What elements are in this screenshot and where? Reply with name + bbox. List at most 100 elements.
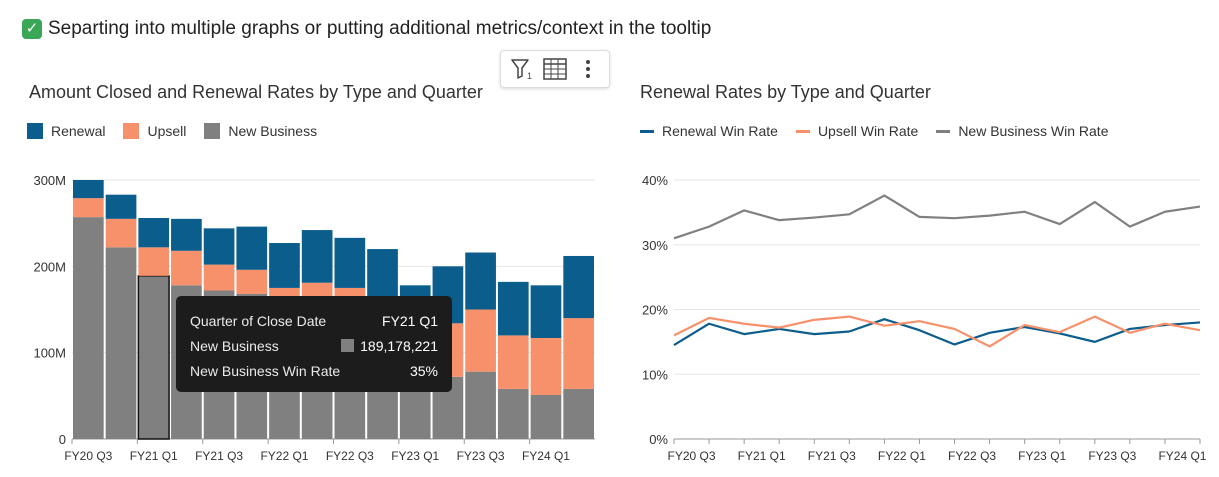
bar-upsell [236, 269, 268, 294]
bar-new-business [465, 371, 496, 439]
bar-upsell [105, 218, 137, 248]
y-tick-label: 100M [33, 346, 66, 361]
bar-upsell [530, 337, 562, 395]
checkmark-icon: ✓ [22, 19, 42, 39]
x-tick-label: FY22 Q3 [948, 449, 996, 463]
x-tick-label: FY21 Q1 [738, 449, 786, 463]
bar-new-business [563, 388, 594, 439]
bar-renewal [73, 180, 104, 199]
x-tick-label: FY24 Q1 [522, 449, 570, 463]
bar-renewal [334, 237, 366, 288]
legend-item-new-business[interactable]: New Business [204, 123, 317, 139]
line-chart-legend: Renewal Win Rate Upsell Win Rate New Bus… [640, 123, 1108, 139]
chart-toolbar: 1 [500, 50, 610, 88]
legend-label: New Business [228, 123, 318, 139]
legend-swatch-new-business [204, 123, 221, 139]
tooltip-label: New Business [190, 337, 279, 354]
bar-upsell [563, 318, 594, 389]
x-tick-label: FY23 Q1 [391, 449, 439, 463]
bar-renewal [105, 194, 137, 219]
x-tick-label: FY21 Q1 [130, 449, 178, 463]
x-tick-label: FY20 Q3 [64, 449, 112, 463]
bar-new-business [530, 394, 562, 439]
bar-new-business [497, 388, 529, 439]
y-tick-label: 200M [33, 259, 66, 274]
bar-chart-title: Amount Closed and Renewal Rates by Type … [29, 82, 483, 102]
legend-item-new-business-win-rate[interactable]: New Business Win Rate [936, 123, 1108, 139]
legend-item-renewal[interactable]: Renewal [27, 123, 105, 139]
tooltip-swatch [341, 339, 355, 352]
bar-renewal [269, 243, 300, 288]
more-options-button[interactable] [574, 55, 602, 83]
bar-chart-legend: Renewal Upsell New Business [27, 123, 317, 139]
x-tick-label: FY22 Q1 [260, 449, 308, 463]
headline: ✓ Separting into multiple graphs or putt… [22, 18, 711, 40]
legend-item-upsell[interactable]: Upsell [123, 123, 186, 139]
x-tick-label: FY23 Q3 [457, 449, 505, 463]
y-tick-label: 20% [642, 303, 668, 318]
x-tick-label: FY21 Q3 [195, 449, 243, 463]
y-tick-label: 30% [642, 238, 668, 253]
line-upsell-win-rate [673, 315, 1201, 348]
bar-upsell [138, 247, 170, 276]
filter-button[interactable]: 1 [508, 55, 536, 83]
tooltip: Quarter of Close Date FY21 Q1 New Busine… [176, 296, 452, 392]
filter-count: 1 [527, 71, 532, 81]
tooltip-label: New Business Win Rate [190, 362, 341, 379]
legend-item-upsell-win-rate[interactable]: Upsell Win Rate [795, 123, 919, 139]
x-tick-label: FY22 Q1 [878, 449, 926, 463]
legend-item-renewal-win-rate[interactable]: Renewal Win Rate [640, 123, 778, 139]
tooltip-row-win-rate: New Business Win Rate 35% [190, 358, 438, 383]
legend-label: Upsell Win Rate [817, 123, 919, 139]
tooltip-value: 35% [409, 362, 438, 379]
bar-upsell [301, 282, 333, 298]
bar-upsell [465, 309, 496, 372]
x-tick-label: FY20 Q3 [668, 449, 716, 463]
line-renewal-win-rate [673, 318, 1201, 347]
headline-text: Separting into multiple graphs or puttin… [48, 18, 712, 39]
y-tick-label: 0 [59, 432, 66, 447]
bar-renewal [465, 252, 496, 310]
bar-renewal [497, 281, 529, 336]
x-tick-label: FY21 Q3 [808, 449, 856, 463]
legend-swatch-renewal [27, 123, 43, 139]
bar-renewal [138, 217, 170, 248]
table-icon [543, 58, 567, 80]
bar-new-business [137, 275, 170, 440]
bar-renewal [530, 285, 562, 338]
x-tick-label: FY23 Q1 [1018, 449, 1066, 463]
legend-label: Upsell [147, 123, 187, 139]
tooltip-value-group: 189,178,221 [341, 338, 438, 354]
filter-icon: 1 [510, 59, 532, 81]
y-tick-label: 40% [642, 173, 668, 188]
tooltip-row-new-business: New Business 189,178,221 [190, 333, 438, 358]
y-tick-label: 10% [642, 367, 668, 382]
bar-renewal [236, 226, 268, 270]
bar-upsell [171, 250, 202, 286]
line-chart-title: Renewal Rates by Type and Quarter [640, 82, 931, 102]
legend-swatch-new-business-win-rate [936, 129, 951, 133]
legend-swatch-upsell-win-rate [795, 129, 810, 133]
legend-label: Renewal [51, 123, 106, 139]
bar-renewal [203, 228, 235, 265]
x-tick-label: FY24 Q1 [1158, 449, 1206, 463]
legend-swatch-renewal-win-rate [640, 129, 654, 133]
x-tick-label: FY22 Q3 [326, 449, 374, 463]
line-new-business-win-rate [673, 194, 1201, 240]
bar-renewal [563, 255, 594, 319]
tooltip-value: FY21 Q1 [381, 312, 438, 329]
legend-label: New Business Win Rate [958, 123, 1109, 139]
bar-upsell [73, 198, 104, 218]
line-chart: 0% 10% 20% 30% 40% FY20 Q3 FY21 Q1 FY21 Q3 FY22 … [642, 173, 1207, 463]
table-view-button[interactable] [541, 55, 569, 83]
legend-label: Renewal Win Rate [662, 123, 778, 139]
bar-renewal [171, 218, 202, 251]
tooltip-row-quarter: Quarter of Close Date FY21 Q1 [190, 308, 438, 333]
bar-new-business [73, 217, 104, 439]
y-tick-label: 0% [649, 432, 668, 447]
bar-renewal [301, 230, 333, 283]
bar-new-business [105, 247, 137, 439]
bar-upsell [497, 335, 529, 389]
tooltip-label: Quarter of Close Date [190, 312, 327, 329]
bar-upsell [269, 287, 300, 300]
